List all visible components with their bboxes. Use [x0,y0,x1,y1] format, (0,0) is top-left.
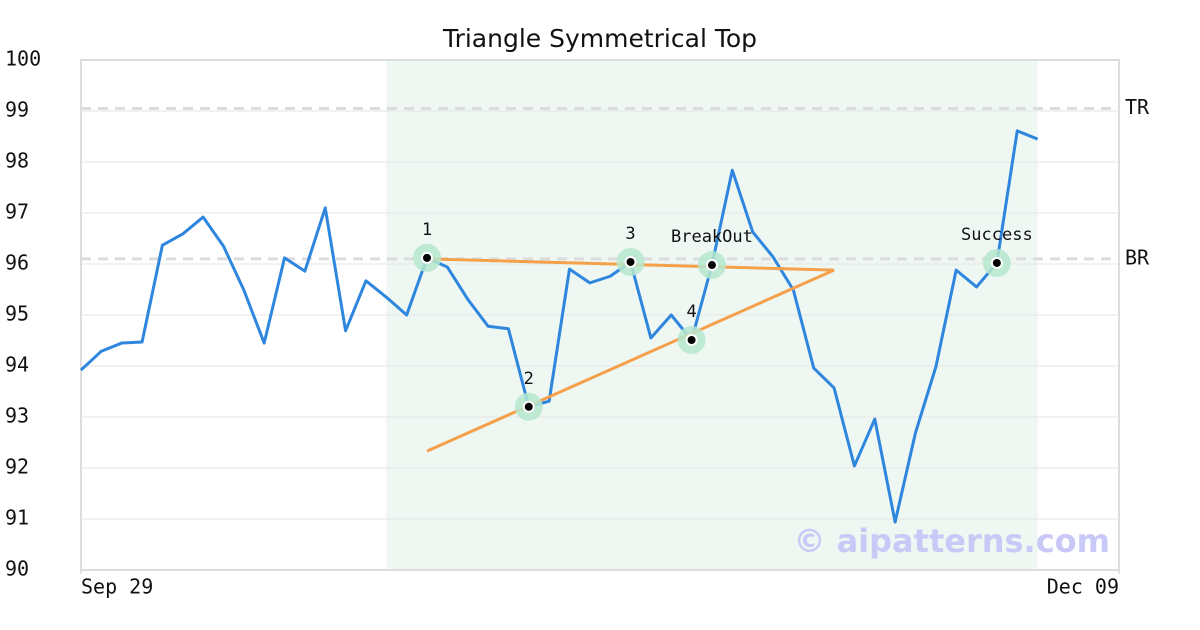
point-label: 2 [524,369,534,389]
watermark: © aipatterns.com [793,522,1110,560]
y-tick-label: 90 [5,557,29,581]
y-tick-label: 97 [5,200,29,224]
y-tick-label: 100 [5,47,41,71]
point-label: Success [961,225,1033,245]
point-dot [685,333,698,346]
y-tick-label: 92 [5,455,29,479]
level-label: TR [1125,95,1150,119]
point-dot [421,251,433,264]
y-tick-label: 99 [5,98,29,122]
y-tick-label: 94 [5,353,29,377]
y-tick-label: 95 [5,302,29,326]
point-label: BreakOut [671,227,753,247]
y-tick-label: 91 [5,506,29,530]
x-tick-label: Sep 29 [81,575,153,599]
point-label: 3 [625,224,635,244]
x-tick-label: Dec 09 [1047,575,1119,599]
plot-border [80,59,1120,571]
point-label: 1 [422,220,432,240]
trend-line [426,268,835,453]
chart-title: Triangle Symmetrical Top [442,24,757,53]
price-line [79,129,1039,524]
point-label: 4 [686,302,696,322]
point-dot [522,400,535,413]
y-tick-label: 96 [5,251,29,275]
level-label: BR [1125,245,1150,269]
point-dot [624,255,637,268]
y-tick-label: 98 [5,149,29,173]
point-dot [705,259,718,272]
y-tick-label: 93 [5,404,29,428]
point-dot [990,256,1003,269]
